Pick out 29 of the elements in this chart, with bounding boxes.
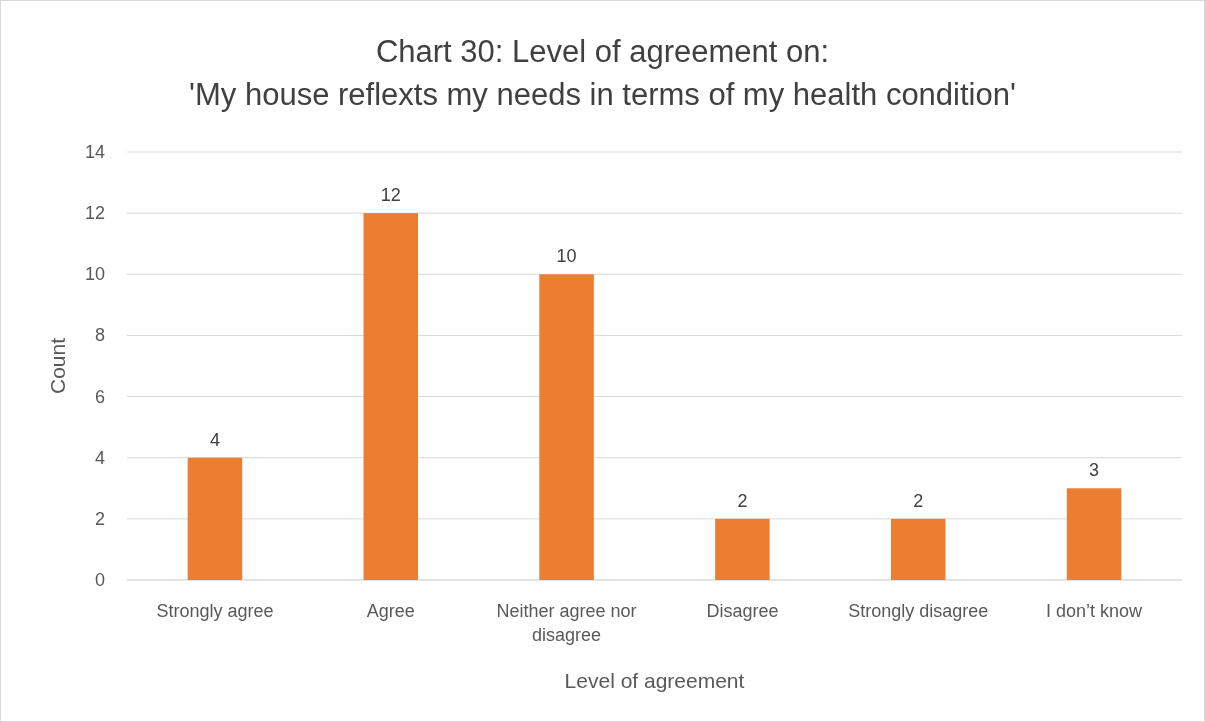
y-tick-label: 4 [94, 447, 105, 468]
y-tick-label: 12 [84, 203, 105, 224]
x-tick-label: Strongly agree [156, 601, 274, 621]
data-label: 4 [209, 429, 220, 450]
x-tick-label: Neither agree nor disagree [496, 601, 637, 645]
y-tick-label: 14 [84, 142, 105, 162]
data-label: 3 [1089, 460, 1100, 481]
data-label: 2 [737, 490, 748, 511]
bar [715, 518, 770, 580]
y-tick-label: 2 [94, 508, 105, 529]
x-tick-label: I don’t know [1046, 601, 1144, 621]
x-axis-title: Level of agreement [564, 669, 745, 692]
data-label: 10 [556, 246, 577, 267]
y-axis-title: Count [46, 337, 69, 395]
y-tick-label: 10 [84, 264, 105, 285]
chart-title: Chart 30: Level of agreement on: 'My house reflexts my needs in terms of my health condition' [189, 34, 1016, 112]
x-tick-label: Disagree [706, 601, 779, 621]
x-tick-label: Strongly disagree [848, 601, 989, 621]
bar [1066, 488, 1122, 580]
bar [363, 213, 418, 580]
y-tick-label: 8 [94, 325, 105, 346]
bar [539, 274, 594, 580]
y-tick-label: 6 [94, 386, 105, 407]
data-label: 2 [913, 490, 924, 511]
data-label: 12 [380, 185, 401, 206]
x-tick-label: Agree [366, 601, 415, 621]
y-tick-label: 0 [94, 570, 105, 590]
bar [891, 518, 946, 580]
bar [187, 457, 243, 580]
